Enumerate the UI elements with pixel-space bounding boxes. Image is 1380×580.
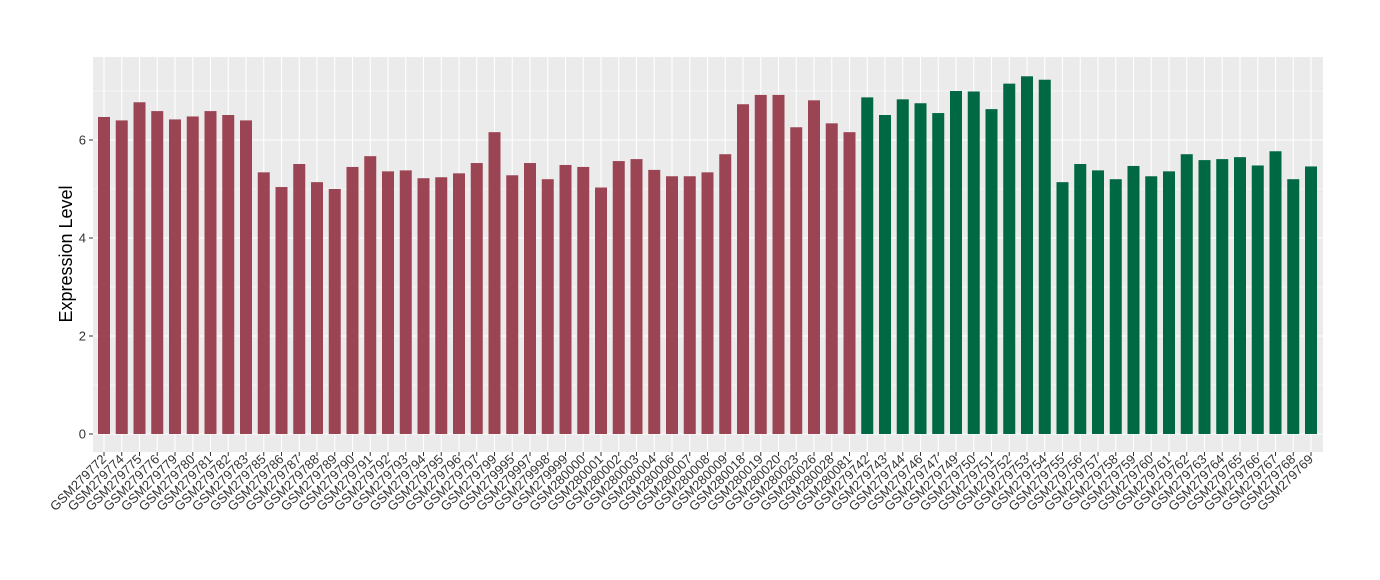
bar-GSM280007: [683, 176, 696, 434]
bar-GSM280028: [825, 123, 838, 434]
bar-GSM279766: [1251, 165, 1264, 435]
bar-GSM279767: [1269, 151, 1282, 434]
y-tick-label: 2: [79, 329, 86, 344]
x-axis: GSM279772GSM279774GSM279775GSM279776GSM2…: [47, 452, 1316, 514]
bar-GSM280019: [754, 94, 767, 435]
bar-GSM279998: [541, 179, 554, 434]
bar-GSM280006: [666, 176, 678, 434]
bar-GSM279786: [275, 187, 288, 434]
bar-GSM279760: [1145, 176, 1158, 434]
bar-GSM279772: [98, 116, 110, 434]
bar-GSM279765: [1234, 157, 1246, 434]
bar-GSM280008: [701, 172, 714, 434]
bar-GSM279762: [1180, 154, 1193, 434]
bar-GSM279781: [204, 111, 217, 434]
bar-GSM279783: [240, 120, 252, 435]
bar-GSM279756: [1074, 164, 1087, 434]
bar-GSM279796: [453, 173, 465, 434]
bar-GSM279997: [524, 163, 536, 434]
bar-GSM279753: [1021, 76, 1033, 435]
bar-GSM280004: [648, 169, 661, 434]
bar-GSM279744: [896, 99, 909, 434]
bar-GSM279764: [1216, 159, 1229, 435]
bar-GSM279795: [435, 177, 448, 435]
bar-GSM279794: [417, 178, 430, 434]
y-axis-title: Expression Level: [56, 185, 76, 322]
bar-GSM279758: [1109, 179, 1122, 434]
bar-GSM279747: [932, 113, 945, 435]
bar-GSM279763: [1198, 160, 1211, 434]
bar-GSM279789: [328, 189, 341, 434]
bar-GSM280018: [737, 104, 749, 434]
bar-GSM280081: [843, 132, 856, 434]
y-tick-label: 0: [79, 427, 86, 442]
bar-GSM279775: [133, 102, 146, 435]
bar-GSM279751: [985, 109, 998, 434]
bar-GSM280001: [595, 187, 607, 434]
bar-GSM279750: [967, 91, 980, 435]
y-tick-label: 4: [79, 231, 86, 246]
bar-GSM279774: [115, 120, 128, 435]
bar-GSM279768: [1287, 179, 1300, 434]
bar-GSM279787: [293, 164, 306, 434]
bar-GSM279785: [257, 172, 270, 434]
bar-GSM279793: [399, 170, 412, 434]
bar-GSM280009: [719, 154, 732, 434]
bar-GSM280026: [808, 100, 820, 434]
bar-GSM279995: [506, 175, 519, 434]
bar-GSM280000: [577, 166, 590, 434]
bars: [98, 76, 1317, 435]
bar-GSM279757: [1092, 170, 1104, 434]
bar-GSM279742: [861, 97, 874, 435]
bar-GSM279743: [879, 115, 891, 434]
bar-GSM279780: [186, 116, 199, 434]
bar-GSM279788: [311, 182, 323, 434]
y-tick-label: 6: [79, 133, 86, 148]
bar-GSM280023: [790, 127, 803, 434]
bar-GSM279746: [914, 103, 927, 434]
bar-GSM279769: [1305, 166, 1317, 434]
bar-GSM279754: [1038, 79, 1051, 434]
bar-GSM280002: [612, 161, 625, 434]
bar-GSM279779: [169, 119, 181, 435]
bar-GSM279999: [559, 164, 572, 435]
bar-GSM279759: [1127, 165, 1140, 434]
bar-GSM279782: [222, 115, 235, 434]
bar-GSM279755: [1056, 182, 1069, 434]
bar-GSM279797: [470, 163, 483, 434]
bar-GSM280020: [772, 94, 785, 435]
bar-GSM279752: [1003, 83, 1016, 435]
bar-GSM279761: [1163, 171, 1175, 435]
bar-GSM279790: [346, 166, 359, 434]
bar-GSM279791: [364, 156, 377, 435]
bar-GSM279799: [488, 132, 501, 434]
bar-GSM279776: [151, 111, 164, 434]
y-axis: 0 2 4 6: [79, 133, 93, 442]
bar-GSM279792: [382, 171, 394, 435]
bar-GSM279749: [950, 91, 962, 434]
bar-GSM280003: [630, 159, 643, 435]
